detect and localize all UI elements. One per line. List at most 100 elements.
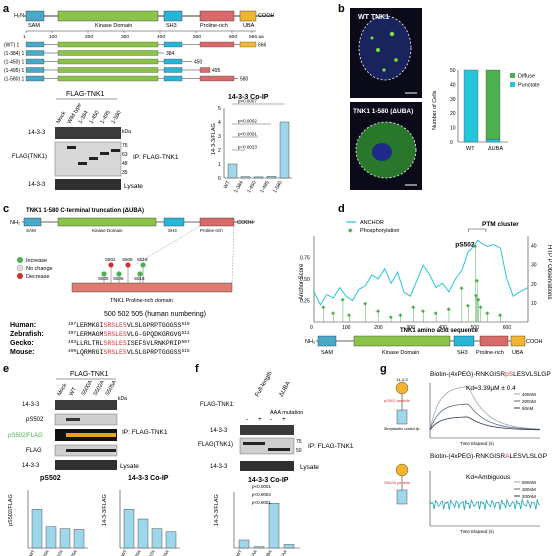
site-label: S519 <box>137 257 148 262</box>
construct-end: 666 <box>258 43 267 49</box>
bar <box>151 528 163 549</box>
x-tick-label: S500A <box>39 549 50 556</box>
y-tick-label: 0.75 <box>300 256 310 262</box>
punctum <box>389 31 395 37</box>
construct-end: 495 <box>212 68 221 74</box>
row-label-1433-lysate: 14-3-3 <box>210 464 228 470</box>
panel-label-g: g <box>380 363 387 375</box>
axis-tick-label: 666 aa <box>249 34 264 40</box>
chart1-title: pS502 <box>40 475 61 482</box>
x-tick-label: ΔUBA <box>488 146 503 152</box>
sam-domain <box>23 217 42 227</box>
domain-label-sam: SAM <box>321 350 333 356</box>
y2-tick-label: 30 <box>531 263 537 269</box>
construct-domain <box>25 67 45 73</box>
site-marker <box>125 262 131 268</box>
construct-domain <box>163 75 183 82</box>
bar <box>165 531 177 549</box>
kinase-domain <box>353 335 451 347</box>
x-tick-label: 400 <box>439 325 448 331</box>
x-tick-label: WT <box>466 146 475 152</box>
kd-label: Kd=3.39μM ± 0.4 <box>466 385 516 392</box>
increase-marker-icon <box>17 257 23 263</box>
x-tick-label: ΔUBA <box>262 549 272 556</box>
x-tick-label: S505A <box>67 549 78 556</box>
bar <box>240 176 251 179</box>
peptide-diagram-1: 14-3-3 pS502 peptide Streptavidin coated… <box>384 377 420 431</box>
x-tick-label: S502A <box>53 549 64 556</box>
panel-label-c: c <box>3 203 9 215</box>
prorich-zoom-bar <box>71 282 233 293</box>
x-tick-label: S505A <box>159 549 170 556</box>
site-marker <box>116 271 122 277</box>
x-tick-label: WT <box>28 549 36 556</box>
sam-domain <box>25 10 45 22</box>
peptide-label: pS502 peptide <box>384 398 411 403</box>
ladder-35: 35 <box>122 170 128 176</box>
construct-end: 450 <box>194 60 203 66</box>
y-tick-label: 5 <box>218 106 221 112</box>
construct-domain <box>57 58 159 65</box>
bar-diffuse <box>485 69 501 140</box>
seq-end: 515 <box>181 348 189 354</box>
legend-label: 400nM <box>522 392 536 397</box>
panel-b: WT TNK1 TNK1 1-580 (ΔUBA) <box>350 8 422 190</box>
row-label-1433-lysate: 14-3-3 <box>22 463 40 469</box>
nochange-marker-icon <box>16 264 24 272</box>
construct-domain <box>57 41 159 48</box>
bot-title-pre: Biotin-(4xPEG)-RNKGISR <box>430 453 505 460</box>
bar <box>31 509 43 549</box>
legend-phospho: Phosphorylation <box>360 228 399 234</box>
phospho-point: ◆ <box>475 278 479 284</box>
y-tick-label: 0 <box>450 140 453 146</box>
p-value: p<0.0002 <box>238 119 257 124</box>
p-value: p<0.0001 <box>238 132 257 137</box>
punctum <box>370 36 374 40</box>
chart1-ylabel: pS502/FLAG <box>8 494 14 526</box>
bot-title-mid: A <box>505 453 510 460</box>
bar <box>253 546 265 549</box>
ladder-50: 50 <box>296 448 302 454</box>
band <box>268 448 290 451</box>
pro-domain <box>199 217 235 227</box>
y2-tick-label: 10 <box>531 301 537 307</box>
seq-pre: LLRLTRL <box>76 340 103 347</box>
blot-header: FLAG-TNK1 <box>70 371 109 378</box>
seq-pre: LQRMRGI <box>76 349 103 356</box>
construct-domain <box>25 50 45 56</box>
construct-domain <box>163 58 183 65</box>
chart-title: 14-3-3 Co-IP <box>228 94 269 101</box>
bot-peptide-title: Biotin-(4xPEG)-RNKGISRALESVLSLGP <box>430 453 547 460</box>
uba-domain <box>239 10 257 22</box>
site-label: S508 <box>122 257 133 262</box>
y-tick-label: 30 <box>450 97 456 103</box>
construct-label: (1-384) 1 <box>4 51 25 57</box>
top-peptide-title: Biotin-(4xPEG)-RNKGISRpSLESVLSLGP <box>430 371 551 378</box>
site-marker <box>101 271 107 277</box>
species-name: Mouse: <box>10 349 35 356</box>
cell-outline-wt <box>358 15 412 81</box>
domain-label-pro: Proline-rich <box>200 23 228 29</box>
bar <box>59 528 71 549</box>
x-tick-label: 0 <box>310 325 313 331</box>
sensor-tip-icon <box>396 409 408 425</box>
x-tick-label: S500A <box>131 549 142 556</box>
phospho-point: ◆ <box>421 309 425 315</box>
bar <box>283 544 295 549</box>
domain-label-pro: Proline-rich <box>476 350 504 356</box>
bar <box>227 163 238 179</box>
panel-b-chart: Number of Cells 50 40 30 20 10 0 WT ΔUBA Diffuse… <box>432 68 540 152</box>
seq-start: 493 <box>68 339 76 345</box>
ip-label: IP: FLAG-TNK1 <box>133 154 179 161</box>
bar <box>238 539 250 549</box>
sign-label: - <box>246 416 248 423</box>
x-tick-label: S502A <box>145 549 156 556</box>
seq-post: VLG-GPQDKGRGVG <box>127 331 182 338</box>
legend-label: 200nM <box>522 494 536 499</box>
phospho-point: ◆ <box>447 307 451 313</box>
legend-swatch-diffuse <box>510 73 515 78</box>
blot-ps502 <box>54 413 118 426</box>
domain-label-kinase: Kinase Domain <box>95 23 132 29</box>
legend-increase: Increase <box>26 258 47 264</box>
